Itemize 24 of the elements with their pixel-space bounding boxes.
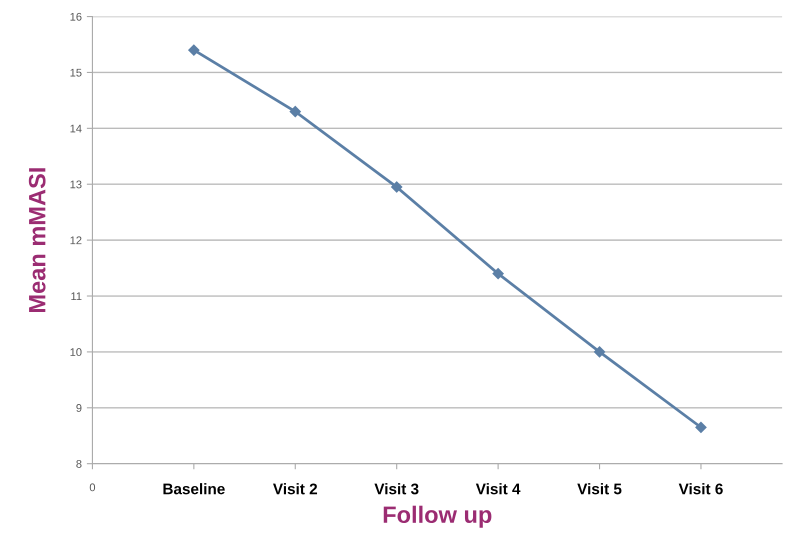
x-tick-label: 0	[90, 483, 96, 492]
x-tick-label: Baseline	[163, 483, 225, 494]
x-tick-label: Visit 3	[374, 483, 419, 494]
y-tick-label: 9	[76, 404, 82, 412]
point	[290, 106, 301, 118]
y-tick-label: 10	[70, 348, 82, 356]
x-tick-label: Visit 5	[577, 483, 622, 494]
y-tick-label: 15	[70, 68, 82, 77]
y-tick-label: 8	[76, 460, 82, 468]
y-tick-label: 11	[71, 292, 82, 300]
x-tick-label: Visit 2	[273, 483, 318, 494]
y-tick-label: 16	[70, 12, 82, 21]
point	[188, 44, 200, 56]
x-axis-title: Follow up	[384, 506, 492, 528]
point	[695, 422, 707, 433]
point	[492, 268, 504, 280]
y-tick-label: 13	[70, 180, 82, 188]
y-tick-label: 14	[70, 124, 82, 132]
y-tick-label: 12	[70, 236, 82, 244]
point	[594, 346, 606, 358]
y-axis-title: Mean mMASI	[28, 168, 46, 312]
point	[391, 181, 402, 193]
x-tick-label: Visit 4	[476, 483, 520, 494]
x-tick-label: Visit 6	[678, 483, 723, 494]
